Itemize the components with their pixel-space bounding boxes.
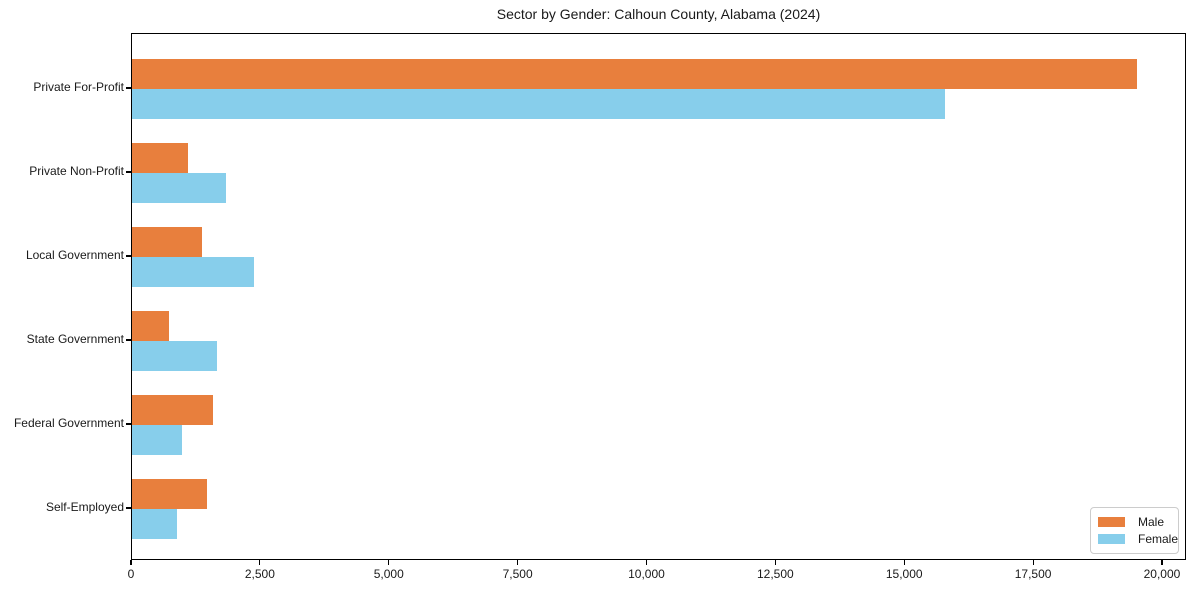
legend-entry-female: Female	[1098, 532, 1178, 546]
y-tick-mark	[126, 423, 131, 425]
chart-title: Sector by Gender: Calhoun County, Alabam…	[496, 6, 821, 22]
x-tick-mark	[259, 560, 261, 565]
y-tick-mark	[126, 171, 131, 173]
y-tick-mark	[126, 507, 131, 509]
y-tick-mark	[126, 87, 131, 89]
legend-swatch-female	[1098, 534, 1125, 545]
x-tick-mark	[517, 560, 519, 565]
x-tick-mark	[903, 560, 905, 565]
bar-female-1	[132, 173, 226, 203]
x-tick-label-6: 15,000	[885, 567, 923, 581]
legend-swatch-male	[1098, 516, 1125, 527]
y-axis-label-0: Private For-Profit	[33, 80, 124, 94]
legend: Male Female	[1090, 507, 1179, 554]
x-tick-label-3: 7,500	[502, 567, 533, 581]
x-tick-mark	[1032, 560, 1034, 565]
y-tick-mark	[126, 255, 131, 257]
y-tick-mark	[126, 339, 131, 341]
bar-male-2	[132, 227, 203, 257]
legend-entry-male: Male	[1098, 515, 1171, 529]
y-axis-label-5: Self-Employed	[45, 500, 124, 514]
x-tick-mark	[1161, 560, 1163, 565]
x-tick-label-0: 0	[127, 567, 135, 581]
bar-female-2	[132, 257, 255, 287]
bar-female-4	[132, 425, 182, 455]
plot-area	[131, 33, 1186, 560]
legend-label-male: Male	[1138, 514, 1165, 529]
x-tick-mark	[774, 560, 776, 565]
x-tick-mark	[388, 560, 390, 565]
y-axis-label-4: Federal Government	[13, 416, 124, 430]
bar-male-3	[132, 311, 170, 341]
bar-female-0	[132, 89, 945, 119]
x-tick-mark	[645, 560, 648, 565]
y-axis-label-2: Local Government	[25, 248, 124, 262]
x-tick-mark	[130, 560, 132, 565]
bar-male-4	[132, 395, 213, 425]
bar-male-0	[132, 59, 1138, 89]
bar-male-1	[132, 143, 189, 173]
bar-female-3	[132, 341, 218, 371]
x-tick-label-7: 17,500	[1014, 567, 1052, 581]
y-axis-label-1: Private Non-Profit	[29, 164, 124, 178]
bar-female-5	[132, 509, 177, 539]
x-tick-label-5: 12,500	[757, 567, 794, 581]
bar-male-5	[132, 479, 207, 509]
x-tick-label-2: 5,000	[373, 567, 404, 581]
legend-label-female: Female	[1138, 532, 1179, 547]
y-axis-label-3: State Government	[26, 332, 124, 346]
x-tick-label-8: 20,000	[1143, 567, 1181, 581]
x-tick-label-4: 10,000	[628, 567, 665, 581]
x-tick-label-1: 2,500	[244, 567, 275, 581]
